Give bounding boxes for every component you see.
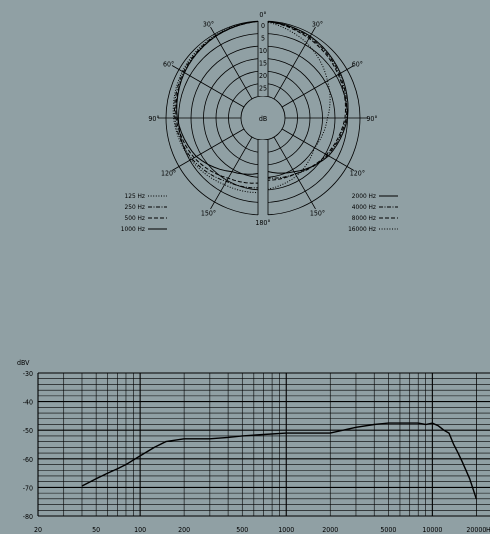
polar-axis-strip-bottom: [258, 140, 268, 217]
polar-curve-250hz: [173, 20, 264, 189]
x-tick-label: 500: [236, 526, 248, 534]
legend-label-left: 1000 Hz: [121, 225, 145, 233]
x-tick-label: 20: [34, 526, 42, 534]
x-tick-label: 1000: [278, 526, 294, 534]
x-tick-label: 10000: [422, 526, 442, 534]
y-tick-label: -50: [23, 427, 33, 435]
polar-spoke: [210, 136, 253, 210]
x-tick-label: 20000: [466, 526, 486, 534]
y-tick-label: -30: [23, 370, 33, 378]
frequency-grid: [37, 372, 490, 517]
polar-angle-label: 120°: [350, 170, 365, 178]
polar-inner-mask: [242, 97, 284, 139]
x-unit-label: Hz: [486, 526, 490, 534]
legend-label-right: 2000 Hz: [352, 192, 376, 200]
polar-db-label: dB: [259, 115, 267, 123]
polar-radial-label: 0: [261, 22, 265, 30]
polar-spoke: [171, 128, 245, 171]
polar-spoke: [210, 26, 253, 100]
polar-legend: 125 Hz 250 Hz 500 Hz 1000 Hz 2000 Hz 4000 Hz 8…: [121, 192, 398, 233]
polar-radial-label: 15: [259, 60, 267, 68]
polar-spoke: [281, 128, 355, 171]
polar-angle-label: 90°: [148, 115, 159, 123]
legend-label-left: 125 Hz: [125, 192, 145, 200]
polar-spoke: [273, 26, 316, 100]
polar-curve-4000hz: [262, 20, 348, 179]
y-tick-label: -70: [23, 484, 33, 492]
polar-angle-label: 120°: [161, 170, 176, 178]
x-tick-label: 5000: [380, 526, 396, 534]
polar-radial-label: 20: [259, 72, 267, 80]
y-tick-label: -60: [23, 456, 33, 464]
polar-spoke: [281, 65, 355, 108]
polar-angle-label: 0°: [259, 11, 266, 19]
polar-angle-label: 30°: [203, 21, 214, 29]
polar-angle-label: 30°: [312, 21, 323, 29]
y-tick-label: -40: [23, 399, 33, 407]
legend-label-right: 4000 Hz: [352, 203, 376, 211]
polar-angle-label: 90°: [366, 115, 377, 123]
frequency-curve: [81, 422, 477, 500]
polar-curve-2000hz: [262, 20, 349, 174]
polar-curve-1000hz: [176, 20, 264, 175]
x-tick-label: 200: [178, 526, 190, 534]
polar-curve-8000hz: [262, 20, 347, 181]
polar-curve-16000hz: [262, 20, 331, 191]
x-tick-label: 2000: [322, 526, 338, 534]
x-tick-label: 50: [92, 526, 100, 534]
polar-angle-label: 150°: [310, 209, 325, 217]
polar-axis-strip-top: [258, 20, 268, 96]
polar-center-mask: [242, 20, 284, 217]
polar-curves: [172, 20, 349, 194]
polar-radial-label: 10: [259, 47, 267, 55]
polar-radial-label: 5: [261, 35, 265, 43]
legend-label-right: 16000 Hz: [348, 225, 376, 233]
polar-angle-label: 180°: [255, 219, 270, 227]
legend-label-left: 500 Hz: [125, 214, 145, 222]
y-axis-label: dBV: [17, 359, 30, 367]
y-tick-label: -80: [23, 513, 33, 521]
legend-label-right: 8000 Hz: [352, 214, 376, 222]
x-tick-label: 100: [134, 526, 146, 534]
polar-angle-label: 60°: [352, 61, 363, 69]
freq-curve-line: [81, 422, 477, 500]
polar-radial-label: 25: [259, 85, 267, 93]
polar-spoke: [273, 136, 316, 210]
legend-label-left: 250 Hz: [125, 203, 145, 211]
polar-angle-label: 150°: [201, 209, 216, 217]
polar-pattern-chart: 0 5 10 15 20 25 dB 0° 30° 60° 90° 120° 150° 180° 30° 60…: [121, 11, 398, 233]
polar-angle-label: 60°: [163, 61, 174, 69]
polar-labels: 0 5 10 15 20 25 dB 0° 30° 60° 90° 120° 150° 180° 30° 60…: [148, 11, 377, 227]
